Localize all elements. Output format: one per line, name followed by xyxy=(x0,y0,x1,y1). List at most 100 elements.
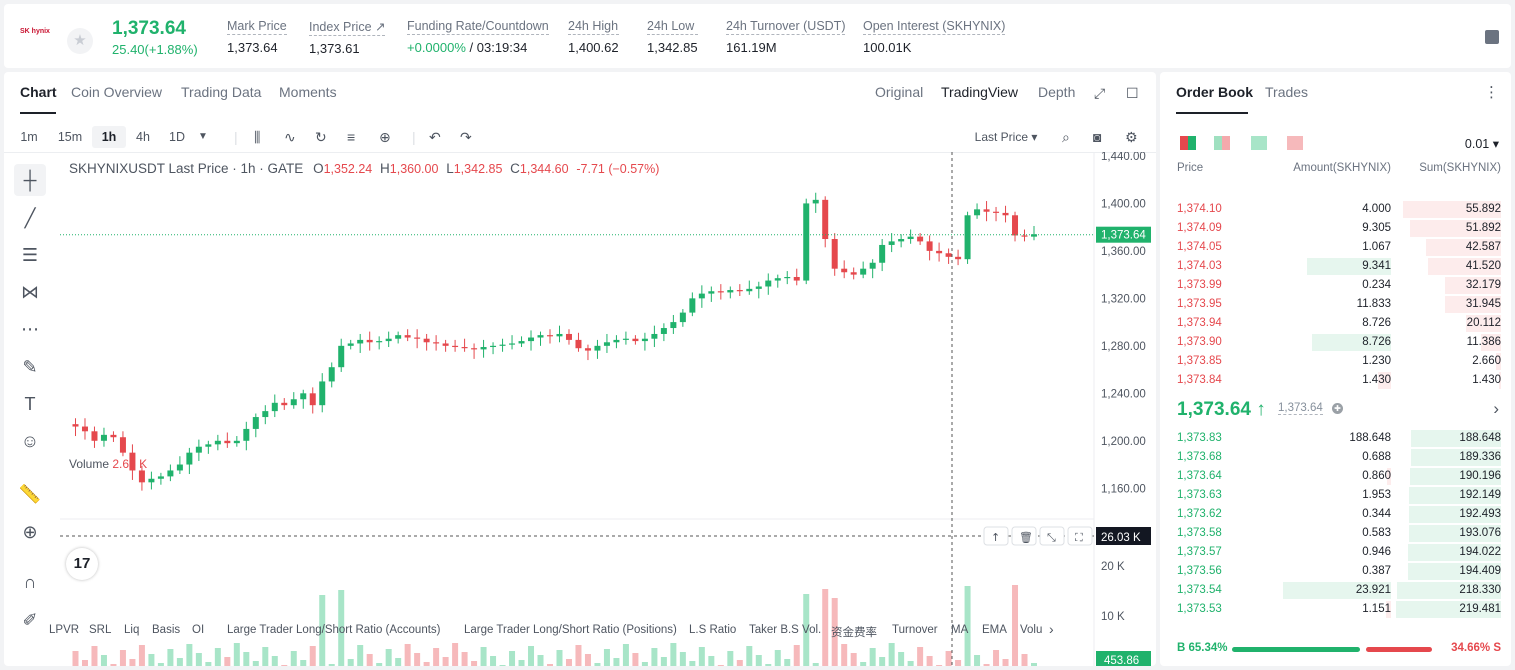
horizontal-lines-tool-icon[interactable]: ☰ xyxy=(21,245,39,265)
bid-row[interactable]: 1,373.56 0.387 194.409 xyxy=(1160,562,1511,581)
ask-row[interactable]: 1,373.90 8.726 11.386 xyxy=(1160,333,1511,352)
indicator-ls-ratio[interactable]: L.S Ratio xyxy=(689,624,737,636)
book-mode-both-icon[interactable] xyxy=(1180,136,1196,150)
candle-body xyxy=(490,345,497,348)
volume-bar xyxy=(509,651,516,666)
tf-1m[interactable]: 1m xyxy=(20,130,38,144)
bid-row[interactable]: 1,373.68 0.688 189.336 xyxy=(1160,448,1511,467)
text-tool-icon[interactable]: T xyxy=(24,394,36,414)
indicator-lpvr[interactable]: LPVR xyxy=(49,624,80,636)
ask-row[interactable]: 1,373.94 8.726 20.112 xyxy=(1160,314,1511,333)
info-icon[interactable]: ✚ xyxy=(1332,403,1343,414)
index-price[interactable]: Index Price ↗ 1,373.61 xyxy=(309,20,386,56)
view-original[interactable]: Original xyxy=(875,84,924,100)
pattern-tool-icon[interactable]: ⋈ xyxy=(21,282,39,302)
redo-icon[interactable]: ↷ xyxy=(460,129,472,145)
precision-select[interactable]: 0.01 ▾ xyxy=(1464,137,1499,151)
ask-row[interactable]: 1,374.05 1.067 42.587 xyxy=(1160,238,1511,257)
indicator-ema[interactable]: EMA xyxy=(982,624,1007,636)
ask-row[interactable]: 1,374.09 9.305 51.892 xyxy=(1160,219,1511,238)
zoom-in-tool-icon[interactable]: ⊕ xyxy=(22,522,38,542)
bid-row[interactable]: 1,373.83 188.648 188.648 xyxy=(1160,429,1511,448)
timeframe-dropdown-icon[interactable]: ▼ xyxy=(198,131,208,142)
indicator-ls-accounts[interactable]: Large Trader Long/Short Ratio (Accounts) xyxy=(227,624,441,636)
bid-row[interactable]: 1,373.58 0.583 193.076 xyxy=(1160,524,1511,543)
ask-row[interactable]: 1,373.95 11.833 31.945 xyxy=(1160,295,1511,314)
indicator-funding[interactable]: 资金费率 xyxy=(831,627,877,639)
camera-icon[interactable]: ◙ xyxy=(1093,129,1102,145)
bid-row[interactable]: 1,373.64 0.860 190.196 xyxy=(1160,467,1511,486)
tab-coin-overview[interactable]: Coin Overview xyxy=(71,84,163,100)
brush-tool-icon[interactable]: ✎ xyxy=(22,357,38,377)
search-icon[interactable]: ⌕ xyxy=(1062,129,1070,145)
ask-row[interactable]: 1,373.99 0.234 32.179 xyxy=(1160,276,1511,295)
tab-chart[interactable]: Chart xyxy=(20,84,57,100)
fullscreen-icon[interactable]: ⤢ xyxy=(1094,85,1106,101)
view-depth[interactable]: Depth xyxy=(1038,84,1076,100)
candle-body xyxy=(319,381,326,406)
buy-fill xyxy=(1232,647,1360,652)
emoji-tool-icon[interactable]: ☺ xyxy=(20,431,40,451)
ask-row[interactable]: 1,374.03 9.341 41.520 xyxy=(1160,257,1511,276)
undo-icon[interactable]: ↶ xyxy=(429,129,441,145)
trend-line-tool-icon[interactable]: ╱ xyxy=(24,208,36,228)
indicator-basis[interactable]: Basis xyxy=(152,624,181,636)
chevron-right-icon[interactable]: › xyxy=(1493,399,1499,418)
indicator-ls-positions[interactable]: Large Trader Long/Short Ratio (Positions… xyxy=(464,624,677,636)
tf-15m[interactable]: 15m xyxy=(57,130,83,144)
templates-icon[interactable]: ≡ xyxy=(347,129,356,145)
sum-depth-bar xyxy=(1426,239,1501,256)
tf-1d[interactable]: 1D xyxy=(169,130,185,144)
settings-icon[interactable]: ⚙ xyxy=(1125,129,1138,145)
volume-bar xyxy=(651,648,658,666)
bid-row[interactable]: 1,373.62 0.344 192.493 xyxy=(1160,505,1511,524)
replay-icon[interactable]: ↻ xyxy=(315,129,327,145)
ruler-tool-icon[interactable]: 📏 xyxy=(18,484,42,504)
volume-bar xyxy=(879,657,886,666)
book-icon[interactable] xyxy=(1485,30,1499,44)
volume-tag-bg xyxy=(1096,651,1151,666)
indicator-ma[interactable]: MA xyxy=(951,624,969,636)
favorite-star-icon[interactable]: ★ xyxy=(67,28,93,54)
indicator-turnover[interactable]: Turnover xyxy=(892,624,938,636)
magnet-tool-icon[interactable]: ∩ xyxy=(23,572,37,592)
bid-row[interactable]: 1,373.54 23.921 218.330 xyxy=(1160,581,1511,600)
book-mode-bids-icon[interactable] xyxy=(1251,136,1267,150)
tf-1h[interactable]: 1h xyxy=(92,126,126,148)
tab-trading-data[interactable]: Trading Data xyxy=(181,84,262,100)
candle-body xyxy=(565,333,572,340)
col-amount: Amount(SKHYNIX) xyxy=(1293,162,1391,174)
bid-row[interactable]: 1,373.57 0.946 194.022 xyxy=(1160,543,1511,562)
bid-row[interactable]: 1,373.53 1.151 219.481 xyxy=(1160,600,1511,619)
more-icon[interactable]: ⋮ xyxy=(1484,84,1499,101)
indicator-volume[interactable]: Volu xyxy=(1020,624,1043,636)
add-alert-icon[interactable]: ⊕ xyxy=(379,129,391,145)
crosshair-tool-icon[interactable]: ┼ xyxy=(14,164,46,196)
view-tradingview[interactable]: TradingView xyxy=(941,84,1019,100)
tab-trades[interactable]: Trades xyxy=(1265,84,1309,100)
pane-button-icon: ↑ xyxy=(991,531,1000,544)
pencil-lock-tool-icon[interactable]: ✐ xyxy=(22,610,38,630)
candlestick-chart[interactable]: 1,440.00 1,400.00 1,360.00 1,320.00 1,280.00… xyxy=(4,152,1156,666)
tab-order-book[interactable]: Order Book xyxy=(1176,84,1254,100)
ask-row[interactable]: 1,373.84 1.430 1.430 xyxy=(1160,371,1511,390)
tf-4h[interactable]: 4h xyxy=(136,130,150,144)
book-mode-split-icon[interactable] xyxy=(1214,136,1230,150)
ask-row[interactable]: 1,374.10 4.000 55.892 xyxy=(1160,200,1511,219)
indicator-liq[interactable]: Liq xyxy=(124,624,140,636)
indicator-srl[interactable]: SRL xyxy=(89,624,112,636)
fib-tool-icon[interactable]: ⋯ xyxy=(21,319,39,339)
volume-bar xyxy=(129,659,136,666)
indicators-icon[interactable]: ∿ xyxy=(284,129,296,145)
tradingview-logo-icon[interactable]: 17 xyxy=(66,548,98,580)
indicator-taker-vol[interactable]: Taker B.S Vol. xyxy=(749,624,822,636)
candle-type-icon[interactable]: ⫼ xyxy=(254,129,261,145)
indicator-oi[interactable]: OI xyxy=(192,624,205,636)
book-mode-asks-icon[interactable] xyxy=(1287,136,1303,150)
ask-row[interactable]: 1,373.85 1.230 2.660 xyxy=(1160,352,1511,371)
window-icon[interactable]: ☐ xyxy=(1126,85,1139,101)
tab-moments[interactable]: Moments xyxy=(279,84,337,100)
bid-row[interactable]: 1,373.63 1.953 192.149 xyxy=(1160,486,1511,505)
chevron-right-icon[interactable]: › xyxy=(1049,621,1054,637)
price-type-select[interactable]: Last Price ▾ xyxy=(974,130,1038,144)
